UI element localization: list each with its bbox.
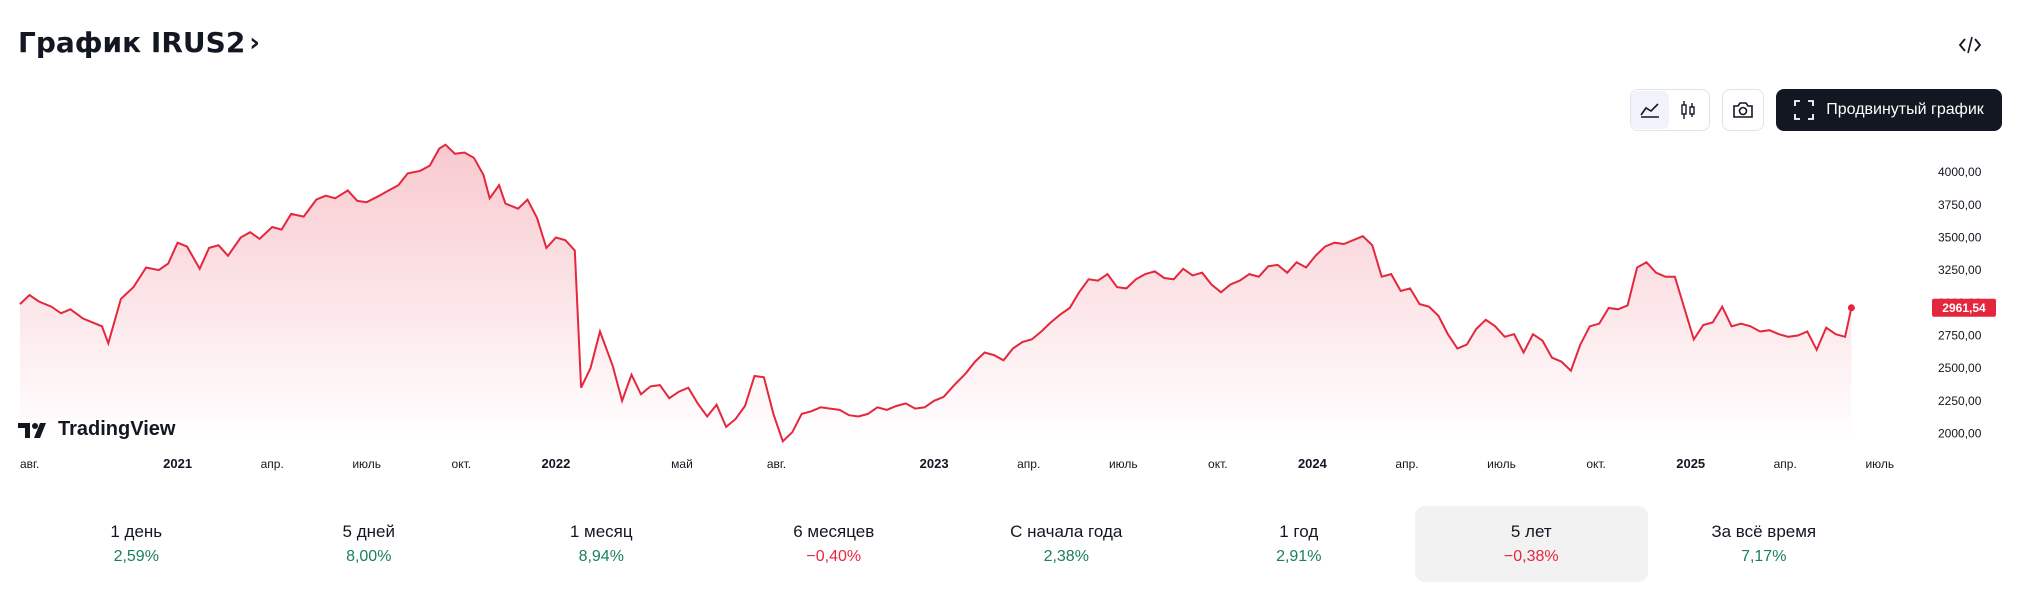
period-change: 2,59% (113, 548, 159, 565)
x-tick-label: июль (1487, 457, 1516, 471)
embed-code-button[interactable] (1952, 30, 1988, 60)
y-tick-label: 2500,00 (1938, 361, 1982, 375)
price-line (19, 143, 1853, 444)
x-tick-label: июль (1109, 457, 1138, 471)
x-tick-label: апр. (1395, 457, 1418, 471)
last-price-label: 2961,54 (1942, 301, 1986, 315)
x-tick-label: апр. (261, 457, 284, 471)
x-tick-label: июль (352, 457, 381, 471)
advanced-chart-label: Продвинутый график (1826, 101, 1984, 118)
x-tick-label: май (671, 457, 693, 471)
advanced-chart-button[interactable]: Продвинутый график (1776, 89, 2002, 131)
x-tick-label: окт. (1586, 457, 1606, 471)
period-label: 6 месяцев (793, 522, 875, 541)
period-label: За всё время (1711, 522, 1817, 541)
x-tick-label: авг. (767, 457, 786, 471)
candles-style-button[interactable] (1669, 91, 1707, 129)
period-option[interactable]: 1 год 2,91% (1183, 506, 1416, 582)
chevron-right-icon[interactable]: › (249, 27, 261, 58)
period-change: −0,40% (806, 548, 862, 565)
y-tick-label: 4000,00 (1938, 165, 1982, 179)
period-option[interactable]: 6 месяцев −0,40% (718, 506, 951, 582)
chart-title[interactable]: График IRUS2 › (18, 26, 260, 59)
period-change: 7,17% (1741, 548, 1787, 565)
area-style-button[interactable] (1631, 91, 1669, 129)
period-change: −0,38% (1503, 548, 1559, 565)
code-icon (1959, 36, 1981, 54)
area-chart-icon (1640, 103, 1659, 118)
camera-icon (1733, 102, 1753, 118)
x-tick-label: окт. (1208, 457, 1228, 471)
x-tick-label: 2021 (163, 456, 192, 471)
x-tick-label: 2022 (541, 456, 570, 471)
last-price-dot (1847, 304, 1855, 312)
period-option[interactable]: За всё время 7,17% (1648, 506, 1881, 582)
x-tick-label: 2024 (1298, 456, 1328, 471)
fullscreen-icon (1794, 100, 1815, 120)
period-selector[interactable]: 1 день 2,59% 5 дней 8,00% 1 месяц 8,94% 6 меся… (20, 506, 1880, 582)
period-change: 2,38% (1043, 548, 1089, 565)
period-label: 1 год (1279, 522, 1319, 541)
candles-icon (1681, 101, 1695, 119)
period-label: 5 лет (1510, 522, 1552, 541)
period-option[interactable]: 1 месяц 8,94% (485, 506, 718, 582)
last-price-tag (1932, 298, 1996, 317)
chart-title-text[interactable]: График IRUS2 (18, 26, 246, 59)
period-option[interactable]: 1 день 2,59% (20, 506, 253, 582)
x-tick-label: авг. (20, 457, 39, 471)
x-tick-label: апр. (1017, 457, 1040, 471)
y-tick-label: 2250,00 (1938, 394, 1982, 408)
tradingview-logo[interactable]: TradingView (18, 418, 175, 441)
period-label: 1 месяц (569, 522, 633, 541)
x-tick-label: апр. (1774, 457, 1797, 471)
snapshot-button[interactable] (1722, 89, 1764, 131)
period-change: 8,00% (346, 548, 392, 565)
y-tick-label: 2000,00 (1938, 427, 1982, 441)
x-tick-label: июль (1865, 457, 1894, 471)
period-label: 5 дней (342, 522, 395, 541)
period-option[interactable]: С начала года 2,38% (950, 506, 1183, 582)
chart-style-toggle[interactable] (1630, 89, 1710, 131)
y-tick-label: 3250,00 (1938, 263, 1982, 277)
tradingview-logo-icon (18, 422, 46, 438)
x-tick-label: 2025 (1676, 456, 1705, 471)
period-label: 1 день (110, 522, 163, 541)
period-change: 8,94% (578, 548, 624, 565)
period-change: 2,91% (1276, 548, 1322, 565)
y-tick-label: 3750,00 (1938, 198, 1982, 212)
y-tick-label: 2750,00 (1938, 329, 1982, 343)
period-option[interactable]: 5 дней 8,00% (253, 506, 486, 582)
tradingview-logo-text: TradingView (58, 418, 176, 440)
x-tick-label: окт. (452, 457, 472, 471)
period-option[interactable]: 5 лет −0,38% (1415, 506, 1648, 582)
x-tick-label: 2023 (920, 456, 949, 471)
area-fill (20, 144, 1852, 442)
period-label: С начала года (1010, 522, 1123, 541)
y-tick-label: 3500,00 (1938, 231, 1982, 245)
price-chart[interactable]: 4000,003750,003500,003250,003000,002750,… (0, 140, 2027, 480)
